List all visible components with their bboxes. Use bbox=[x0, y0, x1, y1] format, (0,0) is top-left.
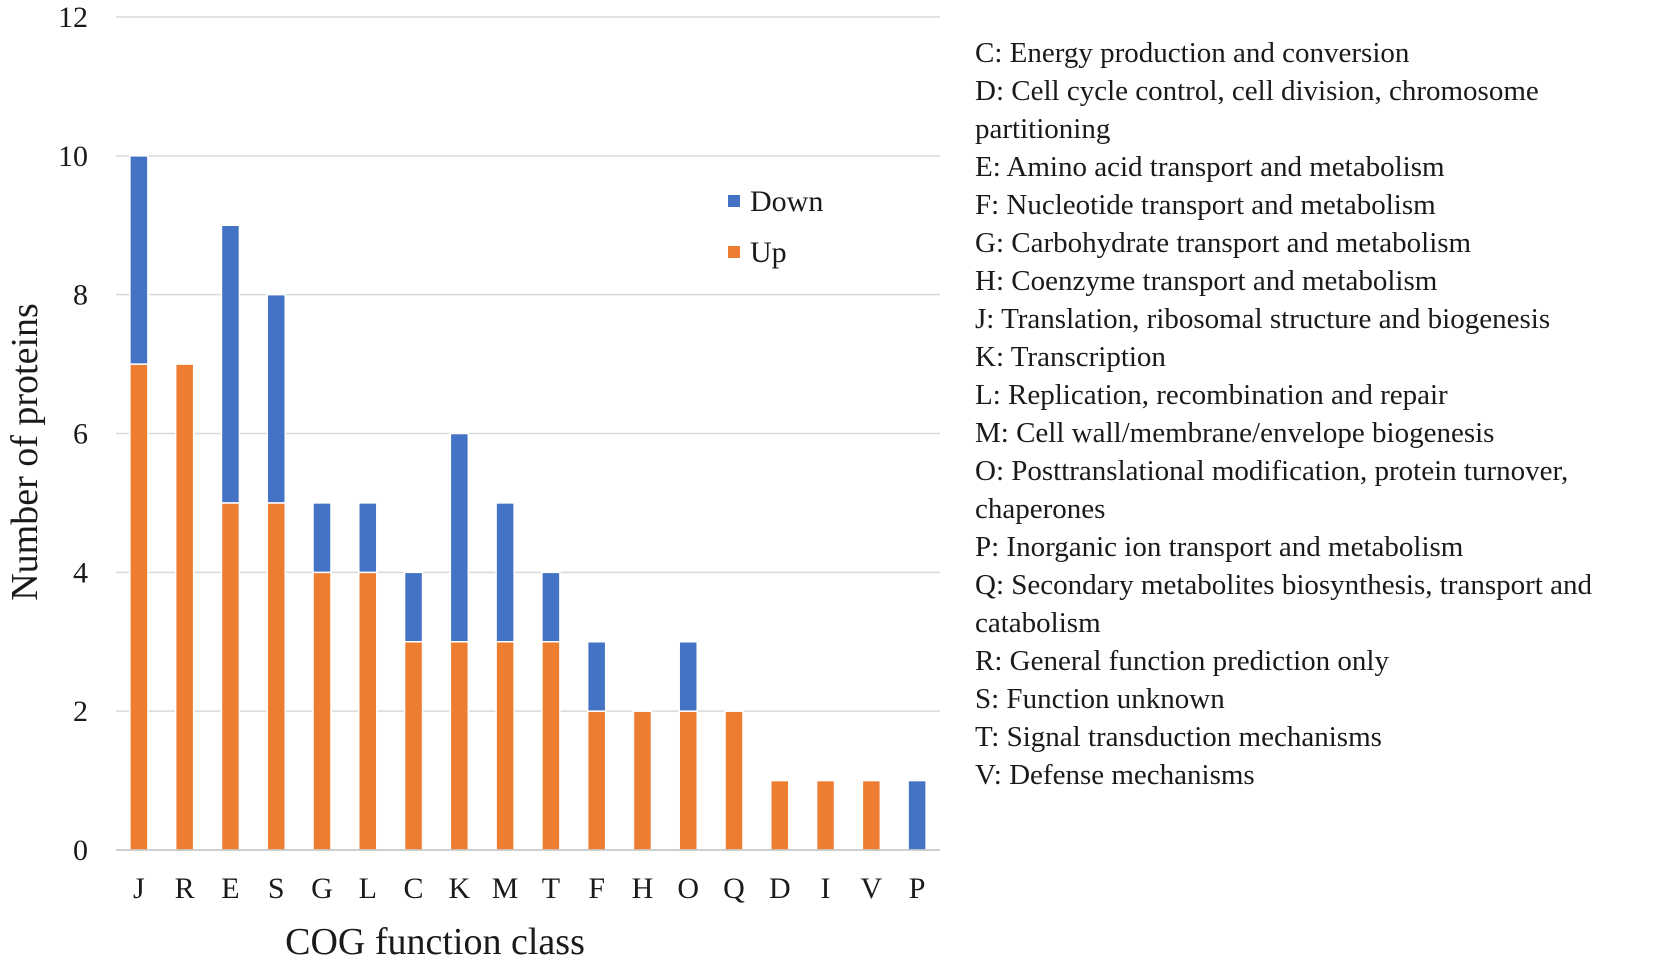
bar-down-C bbox=[403, 571, 424, 643]
y-axis-ticks: 0 2 4 6 8 10 12 bbox=[58, 1, 88, 867]
bar-down-M bbox=[495, 502, 515, 643]
description-item: G: Carbohydrate transport and metabolism bbox=[975, 227, 1472, 259]
description-item: Q: Secondary metabolites biosynthesis, t… bbox=[975, 569, 1592, 639]
description-item: P: Inorganic ion transport and metabolis… bbox=[975, 531, 1464, 563]
bar-down-J bbox=[129, 155, 149, 365]
y-tick-label: 8 bbox=[73, 279, 88, 312]
description-item: D: Cell cycle control, cell division, ch… bbox=[975, 75, 1539, 145]
bar-up-V bbox=[861, 779, 882, 851]
x-tick-label: J bbox=[133, 872, 145, 905]
y-tick-label: 2 bbox=[73, 695, 88, 728]
bar-up-S bbox=[266, 502, 286, 851]
x-tick-label: H bbox=[632, 872, 654, 905]
x-axis-title: COG function class bbox=[285, 921, 585, 961]
x-tick-label: E bbox=[221, 872, 239, 905]
legend-label-up: Up bbox=[750, 236, 787, 269]
bar-up-G bbox=[312, 571, 332, 851]
y-tick-label: 6 bbox=[73, 418, 88, 451]
y-axis-title: Number of proteins bbox=[4, 303, 46, 601]
description-item: F: Nucleotide transport and metabolism bbox=[975, 189, 1436, 221]
y-tick-label: 10 bbox=[58, 140, 88, 173]
x-tick-label: P bbox=[909, 872, 926, 905]
bar-up-M bbox=[495, 641, 515, 851]
x-tick-label: I bbox=[821, 872, 831, 905]
description-item: R: General function prediction only bbox=[975, 645, 1389, 677]
bar-up-Q bbox=[724, 710, 744, 851]
description-item: T: Signal transduction mechanisms bbox=[975, 721, 1382, 753]
legend-label-down: Down bbox=[750, 185, 823, 218]
bar-up-R bbox=[174, 363, 195, 851]
bar-up-F bbox=[586, 710, 607, 851]
bar-up-L bbox=[358, 571, 378, 851]
bar-up-K bbox=[449, 641, 470, 851]
bar-up-O bbox=[678, 710, 698, 851]
bar-up-H bbox=[632, 710, 653, 851]
description-item: L: Replication, recombination and repair bbox=[975, 379, 1448, 411]
x-tick-label: V bbox=[860, 872, 882, 905]
x-tick-label: S bbox=[268, 872, 285, 905]
bar-down-S bbox=[266, 293, 286, 504]
bar-down-O bbox=[678, 641, 698, 712]
x-tick-label: Q bbox=[723, 872, 745, 905]
x-tick-label: O bbox=[677, 872, 699, 905]
description-item: H: Coenzyme transport and metabolism bbox=[975, 265, 1438, 297]
description-item: K: Transcription bbox=[975, 341, 1166, 373]
description-item: S: Function unknown bbox=[975, 683, 1225, 715]
y-tick-label: 12 bbox=[58, 1, 88, 34]
description-item: M: Cell wall/membrane/envelope biogenesi… bbox=[975, 417, 1495, 449]
x-tick-label: C bbox=[404, 872, 424, 905]
description-item: E: Amino acid transport and metabolism bbox=[975, 151, 1445, 183]
x-tick-label: T bbox=[542, 872, 560, 905]
bar-down-E bbox=[220, 224, 241, 504]
x-tick-label: K bbox=[448, 872, 470, 905]
cog-class-descriptions: C: Energy production and conversion D: Ce… bbox=[975, 34, 1645, 794]
description-item: O: Posttranslational modification, prote… bbox=[975, 455, 1569, 525]
bar-down-F bbox=[586, 641, 607, 712]
bar-down-P bbox=[907, 779, 927, 851]
legend-swatch-down bbox=[728, 195, 740, 207]
gridlines bbox=[116, 16, 940, 712]
bar-down-L bbox=[358, 502, 378, 574]
x-tick-label: L bbox=[359, 872, 377, 905]
bar-up-C bbox=[403, 641, 424, 851]
y-tick-label: 0 bbox=[73, 834, 88, 867]
bar-down-G bbox=[312, 502, 332, 574]
bar-up-I bbox=[815, 779, 836, 851]
bar-down-T bbox=[541, 571, 561, 643]
x-tick-label: F bbox=[588, 872, 605, 905]
bar-up-J bbox=[129, 363, 149, 851]
bar-down-K bbox=[449, 432, 470, 643]
bars bbox=[129, 155, 927, 851]
y-tick-label: 4 bbox=[73, 556, 88, 589]
x-tick-label: R bbox=[175, 872, 195, 905]
bar-up-T bbox=[541, 641, 561, 851]
x-tick-label: M bbox=[492, 872, 519, 905]
x-tick-label: G bbox=[311, 872, 333, 905]
bar-up-D bbox=[770, 779, 790, 851]
x-tick-label: D bbox=[769, 872, 791, 905]
legend-swatch-up bbox=[728, 246, 740, 258]
bar-up-E bbox=[220, 502, 241, 851]
description-item: C: Energy production and conversion bbox=[975, 37, 1410, 69]
description-item: V: Defense mechanisms bbox=[975, 759, 1255, 791]
description-item: J: Translation, ribosomal structure and … bbox=[975, 303, 1551, 335]
legend: Down Up bbox=[728, 185, 823, 269]
